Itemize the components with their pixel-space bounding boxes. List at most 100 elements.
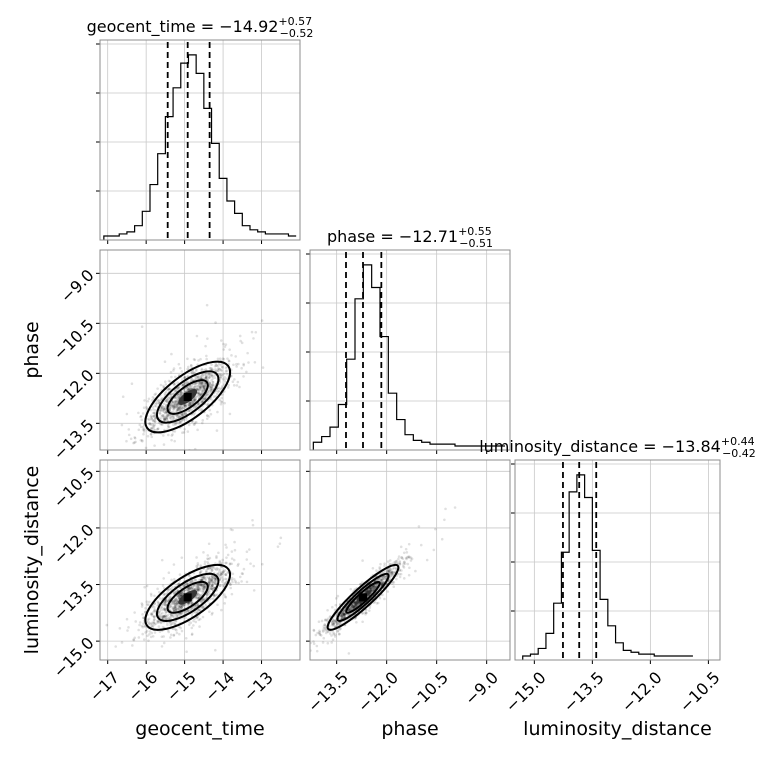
sample-point xyxy=(165,400,168,403)
density-contour xyxy=(166,580,209,614)
sample-point xyxy=(208,581,212,585)
sample-point xyxy=(352,604,356,608)
sample-point xyxy=(191,420,194,424)
sample-point xyxy=(190,607,193,610)
sample-point xyxy=(154,392,158,396)
sample-point xyxy=(202,398,206,402)
sample-point xyxy=(237,362,240,366)
sample-point xyxy=(196,391,200,395)
sample-point xyxy=(374,585,377,589)
sample-point xyxy=(217,390,220,393)
sample-point xyxy=(147,397,151,401)
sample-point xyxy=(252,337,255,340)
sample-point xyxy=(170,403,174,407)
sample-point xyxy=(138,621,142,624)
sample-point xyxy=(199,401,203,404)
sample-point xyxy=(312,628,316,632)
sample-point xyxy=(394,567,398,571)
sample-point xyxy=(388,576,392,580)
sample-point xyxy=(341,615,344,618)
sample-point xyxy=(160,616,164,619)
sample-point xyxy=(332,622,336,626)
sample-point xyxy=(379,578,383,582)
sample-point xyxy=(342,613,346,616)
sample-point xyxy=(279,536,283,540)
sample-point xyxy=(189,407,193,411)
sample-point xyxy=(164,599,167,602)
sample-point xyxy=(210,383,214,387)
sample-point xyxy=(173,400,177,404)
sample-point xyxy=(208,556,212,560)
sample-point xyxy=(180,606,183,609)
sample-point xyxy=(330,634,333,637)
y-tick-label: −10.5 xyxy=(50,464,98,512)
sample-point xyxy=(370,588,373,591)
sample-point xyxy=(203,382,207,385)
sample-point xyxy=(162,410,166,414)
sample-point xyxy=(204,375,208,379)
sample-point xyxy=(190,587,193,591)
sample-point xyxy=(194,578,198,582)
sample-point xyxy=(208,610,211,613)
sample-point xyxy=(182,431,186,434)
sample-point xyxy=(213,576,217,580)
sample-point xyxy=(171,401,175,404)
sample-point xyxy=(193,358,197,362)
sample-point xyxy=(158,411,162,415)
sample-point xyxy=(373,600,377,604)
sample-point xyxy=(206,560,209,564)
sample-point xyxy=(210,578,214,582)
sample-point xyxy=(175,400,178,404)
sample-point xyxy=(170,613,173,617)
sample-point xyxy=(176,582,180,586)
sample-point xyxy=(140,605,144,608)
sample-point xyxy=(162,641,166,645)
sample-point xyxy=(165,388,169,391)
sample-point xyxy=(157,625,161,628)
sample-point xyxy=(193,385,196,389)
sample-point xyxy=(183,376,187,379)
sample-point xyxy=(219,376,222,379)
sample-point xyxy=(152,424,155,427)
sample-point xyxy=(173,602,177,605)
sample-point xyxy=(178,405,182,408)
sample-point xyxy=(231,572,235,576)
sample-point xyxy=(141,625,145,629)
sample-point xyxy=(196,596,200,600)
sample-point xyxy=(183,390,187,394)
sample-point xyxy=(375,602,379,605)
sample-point xyxy=(218,398,221,402)
sample-point xyxy=(181,407,184,411)
sample-point xyxy=(199,375,202,379)
sample-point xyxy=(202,598,205,602)
sample-point xyxy=(361,611,364,615)
sample-point xyxy=(340,615,344,618)
sample-point xyxy=(162,615,165,618)
sample-point xyxy=(236,380,240,384)
sample-point xyxy=(352,605,356,609)
sample-point xyxy=(325,618,328,622)
sample-point xyxy=(212,580,216,583)
sample-point xyxy=(223,602,227,605)
sample-point xyxy=(340,612,344,615)
sample-point xyxy=(203,397,207,401)
sample-point xyxy=(206,567,210,570)
sample-point xyxy=(321,630,325,633)
sample-point xyxy=(318,630,322,634)
sample-point xyxy=(194,375,197,379)
sample-point xyxy=(323,626,327,630)
sample-point xyxy=(163,593,167,596)
title-minus: −0.42 xyxy=(722,447,756,460)
sample-point xyxy=(143,610,147,614)
sample-point xyxy=(192,413,196,416)
sample-point xyxy=(153,420,157,424)
sample-point xyxy=(226,553,230,557)
points-layer xyxy=(105,518,283,654)
sample-point xyxy=(133,436,137,440)
sample-point xyxy=(209,566,212,569)
sample-point xyxy=(157,590,161,594)
sample-point xyxy=(171,613,175,617)
sample-point xyxy=(133,436,136,439)
sample-point xyxy=(200,381,203,384)
sample-point xyxy=(172,408,175,411)
